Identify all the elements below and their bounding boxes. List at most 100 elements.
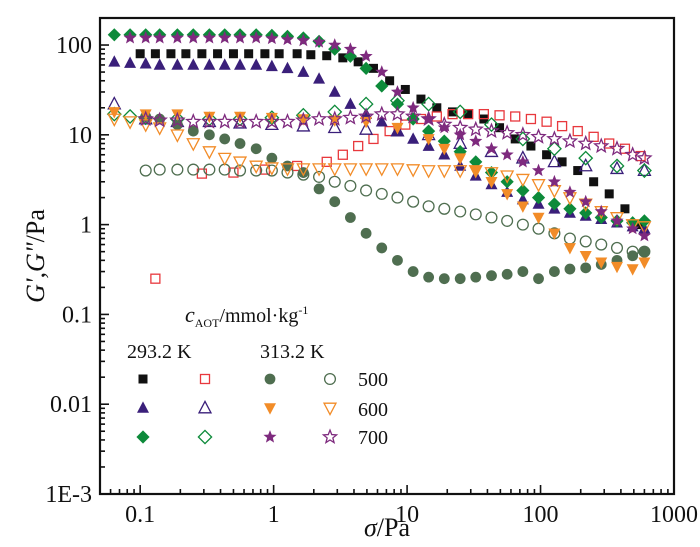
data-point xyxy=(213,49,223,59)
data-point xyxy=(368,63,378,73)
data-point xyxy=(620,204,630,214)
data-point xyxy=(375,115,388,127)
legend-marker xyxy=(197,429,213,445)
legend-title-sup: -1 xyxy=(298,303,308,317)
data-point xyxy=(153,58,166,70)
data-point xyxy=(589,177,599,187)
legend-marker xyxy=(138,374,148,384)
data-point xyxy=(150,49,160,59)
data-point xyxy=(516,154,530,168)
data-point xyxy=(547,197,561,211)
legend-marker xyxy=(263,430,277,443)
data-point xyxy=(483,122,500,139)
data-point xyxy=(353,140,364,152)
data-point xyxy=(219,133,231,145)
data-point xyxy=(232,156,248,170)
x-axis-symbol: σ xyxy=(364,513,378,542)
data-point xyxy=(313,183,325,195)
data-point xyxy=(234,58,247,70)
data-point xyxy=(531,179,546,193)
data-point xyxy=(260,49,270,59)
x-axis-unit: /Pa xyxy=(377,513,411,542)
legend-title: cAOT/mmol·kg-1 xyxy=(185,302,308,330)
data-point xyxy=(637,221,652,235)
data-point xyxy=(279,113,296,129)
data-point xyxy=(592,137,610,154)
data-point xyxy=(391,122,404,135)
data-point xyxy=(485,176,498,189)
legend-title-unit: /mmol·kg xyxy=(219,305,298,327)
data-point xyxy=(556,120,568,132)
data-point xyxy=(422,112,436,125)
x-tick-label: 10 xyxy=(395,502,419,528)
x-tick-label: 100 xyxy=(523,502,559,528)
data-point xyxy=(201,113,218,129)
data-point xyxy=(454,159,467,171)
data-point xyxy=(107,113,122,128)
data-point xyxy=(312,35,326,48)
data-point xyxy=(563,243,576,255)
data-point xyxy=(626,264,639,276)
data-point xyxy=(171,58,184,70)
legend-title-sub: AOT xyxy=(195,316,220,330)
data-point xyxy=(407,266,419,277)
data-point xyxy=(436,115,453,132)
data-point xyxy=(233,31,247,44)
data-point xyxy=(610,214,624,227)
data-point xyxy=(343,42,357,55)
data-point xyxy=(123,31,137,44)
data-point xyxy=(447,108,458,120)
y-tick-label: 0.1 xyxy=(62,302,92,328)
data-point xyxy=(250,143,262,155)
data-point xyxy=(546,130,563,146)
data-point xyxy=(531,190,546,205)
data-point xyxy=(498,124,516,140)
data-point xyxy=(541,116,552,127)
data-point xyxy=(638,246,650,258)
data-point xyxy=(422,134,435,146)
y-tick-labels: 1E-3 0.01 0.1 1 10 100 xyxy=(45,33,92,508)
data-point xyxy=(531,163,546,177)
data-point xyxy=(390,123,405,137)
data-point xyxy=(579,250,592,263)
data-point xyxy=(122,116,138,130)
y-axis-italic: G" xyxy=(21,242,50,272)
data-point xyxy=(577,134,594,151)
legend-marker xyxy=(264,373,276,385)
data-point xyxy=(400,84,410,94)
data-point xyxy=(368,133,379,145)
data-point xyxy=(407,132,420,144)
data-point xyxy=(610,241,624,254)
data-point xyxy=(595,238,608,251)
data-point xyxy=(326,110,343,127)
data-point xyxy=(187,163,200,176)
y-tick-label: 1 xyxy=(80,213,92,239)
data-point xyxy=(297,65,310,77)
data-point xyxy=(135,49,145,59)
data-point xyxy=(469,208,482,221)
data-point xyxy=(151,111,168,128)
data-point xyxy=(580,262,592,274)
data-point xyxy=(233,164,247,177)
data-point xyxy=(265,112,278,125)
data-point xyxy=(530,128,547,144)
data-point xyxy=(218,31,232,44)
data-point xyxy=(266,152,278,164)
data-point xyxy=(578,150,594,166)
data-point xyxy=(187,58,200,70)
data-point xyxy=(108,55,121,67)
data-point xyxy=(578,157,593,172)
data-point xyxy=(533,273,544,285)
data-point xyxy=(328,85,341,97)
data-point xyxy=(572,125,583,137)
data-point xyxy=(421,165,436,179)
data-point xyxy=(495,123,505,133)
data-point xyxy=(485,211,498,224)
data-point xyxy=(579,235,592,248)
data-point xyxy=(548,266,560,277)
data-point xyxy=(547,153,562,168)
data-point xyxy=(573,166,583,176)
data-point xyxy=(407,195,420,208)
data-point xyxy=(515,173,530,188)
data-point xyxy=(451,119,469,135)
